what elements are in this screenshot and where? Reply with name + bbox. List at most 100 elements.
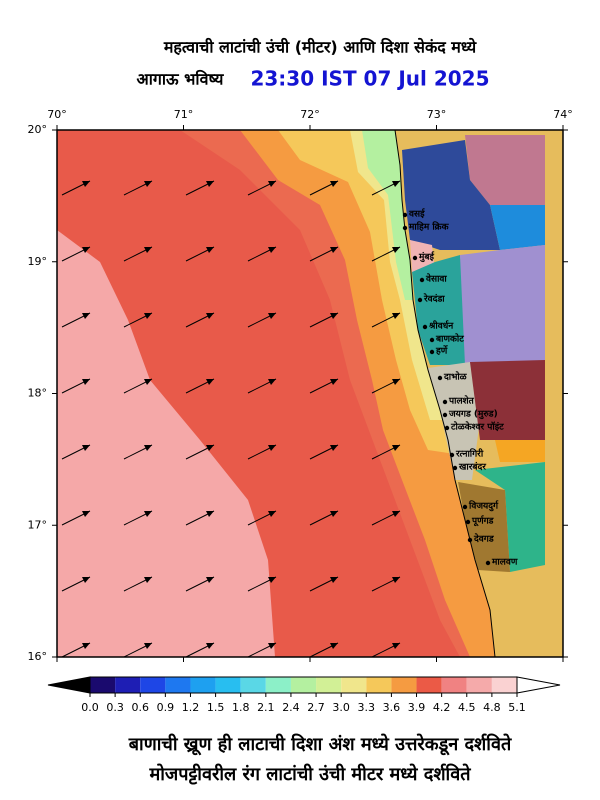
district <box>490 205 545 250</box>
arrow-head <box>82 181 90 187</box>
arrow-head <box>144 379 152 385</box>
place-label: मुंबई <box>418 251 435 263</box>
lat-label: 19° <box>28 255 48 268</box>
place-label: टोळकेश्वर पॉइंट <box>450 421 504 433</box>
arrow-head <box>144 445 152 451</box>
lat-label: 20° <box>28 123 48 136</box>
colorbar-label: 4.2 <box>433 701 451 714</box>
place-dot <box>452 465 458 471</box>
district <box>412 255 465 365</box>
arrow-head <box>330 247 338 253</box>
arrow-head <box>392 313 400 319</box>
place-label: पूर्णगड <box>471 515 495 527</box>
colorbar-label: 0.9 <box>157 701 175 714</box>
arrow-head <box>268 379 276 385</box>
arrow-head <box>268 511 276 517</box>
colorbar-bin <box>215 677 241 693</box>
place-dot <box>429 349 435 355</box>
arrow-head <box>82 379 90 385</box>
arrow-head <box>392 247 400 253</box>
colorbar-bin <box>466 677 492 693</box>
arrow-head <box>82 445 90 451</box>
colorbar-bin <box>90 677 116 693</box>
arrow-head <box>82 643 90 649</box>
arrow-head <box>144 511 152 517</box>
coastline <box>394 129 496 658</box>
colorbar-bin <box>341 677 367 693</box>
place-dot <box>402 212 408 218</box>
place-dot <box>449 452 455 458</box>
place-dot <box>412 255 418 261</box>
arrow-head <box>392 511 400 517</box>
place-label: खारबंदर <box>458 462 486 473</box>
colorbar-bin <box>441 677 467 693</box>
arrow-head <box>206 247 214 253</box>
colorbar-label: 0.6 <box>131 701 149 714</box>
arrow-head <box>268 577 276 583</box>
colorbar-bin <box>366 677 392 693</box>
colorbar-bin <box>115 677 141 693</box>
colorbar-bin <box>240 677 266 693</box>
colorbar-label: 4.8 <box>483 701 501 714</box>
place-dot <box>402 225 408 231</box>
arrow-head <box>268 445 276 451</box>
arrow-head <box>392 181 400 187</box>
colorbar-over <box>516 676 561 694</box>
arrow-head <box>330 379 338 385</box>
arrow-head <box>268 247 276 253</box>
district <box>460 245 545 365</box>
arrow-head <box>144 577 152 583</box>
colorbar-bin <box>391 677 417 693</box>
subtitle: आगाऊ भविष्य <box>137 70 225 89</box>
arrow-head <box>206 313 214 319</box>
footer-note: मोजपट्टीवरील रंग लाटांची उंची मीटर मध्ये… <box>148 763 471 785</box>
place-dot <box>442 399 448 405</box>
colorbar-bin <box>140 677 166 693</box>
footer-note: बाणाची ख्रूण ही लाटाची दिशा अंश मध्ये उत… <box>128 733 512 756</box>
place-label: मालवण <box>491 558 518 568</box>
arrow-head <box>82 247 90 253</box>
arrow-head <box>330 313 338 319</box>
place-dot <box>485 560 491 566</box>
colorbar-label: 3.0 <box>332 701 350 714</box>
place-dot <box>465 519 471 525</box>
colorbar-label: 3.6 <box>383 701 401 714</box>
colorbar-label: 2.7 <box>307 701 325 714</box>
district <box>458 482 510 572</box>
lon-label: 71° <box>174 108 194 121</box>
arrow-head <box>392 577 400 583</box>
arrow-head <box>330 643 338 649</box>
colorbar-bin <box>491 677 517 693</box>
sea-band <box>57 230 275 657</box>
district <box>470 360 545 440</box>
place-dot <box>437 375 443 381</box>
colorbar-label: 1.2 <box>182 701 200 714</box>
arrow-head <box>268 181 276 187</box>
colorbar-bin <box>165 677 191 693</box>
arrow-head <box>392 643 400 649</box>
arrow-head <box>268 313 276 319</box>
colorbar-bin <box>190 677 216 693</box>
arrow-head <box>82 511 90 517</box>
arrow-head <box>330 511 338 517</box>
place-label: वसई <box>408 208 426 220</box>
arrow-head <box>206 577 214 583</box>
lon-label: 70° <box>47 108 67 121</box>
place-dot <box>444 425 450 431</box>
place-label: विजयदुर्ग <box>468 500 499 512</box>
place-label: हर्णे <box>435 345 448 357</box>
place-label: जयगड (मुरुड) <box>448 410 498 420</box>
colorbar-label: 1.5 <box>207 701 225 714</box>
colorbar-label: 2.1 <box>257 701 275 714</box>
place-label: बाणकोट <box>435 333 464 345</box>
colorbar-label: 3.3 <box>358 701 376 714</box>
colorbar-bin <box>290 677 317 693</box>
arrow-head <box>82 577 90 583</box>
arrow-head <box>330 445 338 451</box>
place-dot <box>467 537 473 543</box>
colorbar-under <box>47 676 91 694</box>
colorbar-label: 4.5 <box>458 701 476 714</box>
district <box>410 240 435 272</box>
